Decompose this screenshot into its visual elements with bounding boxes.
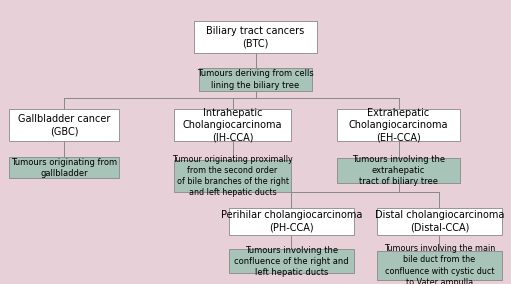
FancyBboxPatch shape xyxy=(377,251,502,280)
FancyBboxPatch shape xyxy=(9,109,119,141)
Text: Extrahepatic
Cholangiocarcinoma
(EH-CCA): Extrahepatic Cholangiocarcinoma (EH-CCA) xyxy=(349,108,448,142)
Text: Tumours involving the
extrahepatic
tract of biliary tree: Tumours involving the extrahepatic tract… xyxy=(352,155,445,186)
FancyBboxPatch shape xyxy=(174,109,291,141)
Text: Tumours involving the
confluence of the right and
left hepatic ducts: Tumours involving the confluence of the … xyxy=(234,246,349,277)
Text: Perihilar cholangiocarcinoma
(PH-CCA): Perihilar cholangiocarcinoma (PH-CCA) xyxy=(221,210,362,233)
FancyBboxPatch shape xyxy=(377,208,502,235)
Text: Intrahepatic
Cholangiocarcinoma
(IH-CCA): Intrahepatic Cholangiocarcinoma (IH-CCA) xyxy=(183,108,282,142)
Text: Biliary tract cancers
(BTC): Biliary tract cancers (BTC) xyxy=(206,26,305,48)
Text: Tumours originating from
gallbladder: Tumours originating from gallbladder xyxy=(11,158,117,178)
Text: Tumours involving the main
bile duct from the
confluence with cystic duct
to Vat: Tumours involving the main bile duct fro… xyxy=(384,245,495,284)
FancyBboxPatch shape xyxy=(229,208,354,235)
Text: Gallbladder cancer
(GBC): Gallbladder cancer (GBC) xyxy=(18,114,110,136)
FancyBboxPatch shape xyxy=(194,21,317,53)
FancyBboxPatch shape xyxy=(337,158,460,183)
Text: Tumour originating proximally
from the second order
of bile branches of the righ: Tumour originating proximally from the s… xyxy=(172,155,293,197)
FancyBboxPatch shape xyxy=(9,157,119,178)
Text: Distal cholangiocarcinoma
(Distal-CCA): Distal cholangiocarcinoma (Distal-CCA) xyxy=(375,210,504,233)
Text: Tumours deriving from cells
lining the biliary tree: Tumours deriving from cells lining the b… xyxy=(197,70,314,89)
FancyBboxPatch shape xyxy=(229,249,354,273)
FancyBboxPatch shape xyxy=(174,160,291,192)
FancyBboxPatch shape xyxy=(337,109,460,141)
FancyBboxPatch shape xyxy=(199,68,312,91)
